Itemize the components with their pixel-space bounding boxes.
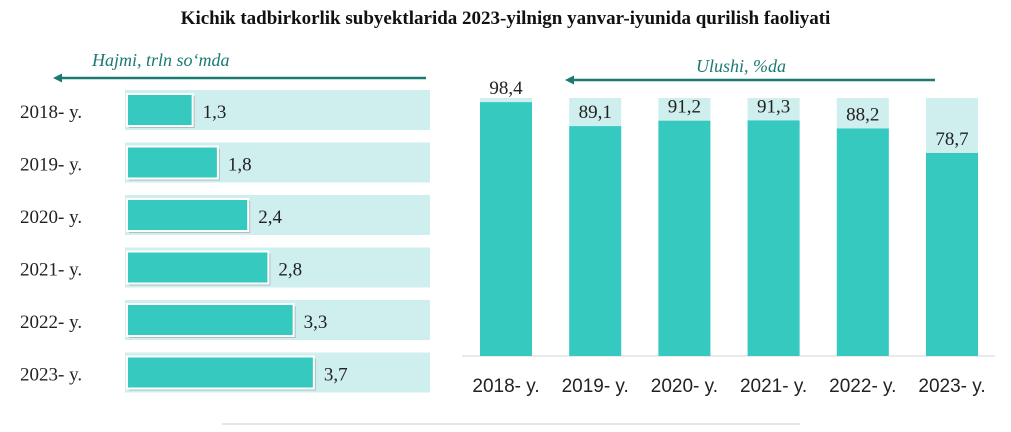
right-bar xyxy=(926,152,978,356)
left-category-label: 2019- y. xyxy=(20,155,82,176)
left-value-label: 2,8 xyxy=(278,260,302,281)
chart-title: Kichik tadbirkorlik subyektlarida 2023-y… xyxy=(180,8,831,29)
left-category-label: 2023- y. xyxy=(20,365,82,386)
right-bar xyxy=(658,120,711,356)
right-subtitle: Ulushi, %da xyxy=(696,56,786,76)
right-category-label: 2022- y. xyxy=(829,376,896,397)
right-arrow-head xyxy=(565,75,574,85)
left-bar xyxy=(126,93,194,127)
left-category-label: 2022- y. xyxy=(20,312,82,333)
right-value-label: 88,2 xyxy=(846,104,879,125)
left-value-label: 1,8 xyxy=(228,155,252,176)
right-bar xyxy=(747,120,800,356)
left-value-label: 3,7 xyxy=(324,365,348,386)
left-bar xyxy=(126,303,295,337)
right-bar xyxy=(480,102,532,357)
right-category-label: 2021- y. xyxy=(740,376,807,397)
left-chart-volume: Hajmi, trln so‘mda 1,3 2018- y. 1,8 2019- y.… xyxy=(20,50,430,393)
right-category-label: 2020- y. xyxy=(651,376,718,397)
left-category-label: 2020- y. xyxy=(20,207,82,228)
right-value-label: 91,2 xyxy=(668,97,701,118)
left-category-label: 2018- y. xyxy=(20,102,82,123)
right-value-label: 78,7 xyxy=(935,129,968,150)
right-value-label: 98,4 xyxy=(489,78,523,99)
right-bar xyxy=(569,126,622,356)
left-value-label: 2,4 xyxy=(258,207,282,228)
left-value-label: 1,3 xyxy=(203,102,227,123)
left-bar xyxy=(126,198,250,232)
right-value-label: 91,3 xyxy=(757,96,790,117)
right-category-label: 2019- y. xyxy=(562,376,629,397)
left-subtitle: Hajmi, trln so‘mda xyxy=(91,50,230,70)
right-category-label: 2018- y. xyxy=(472,376,539,397)
left-arrow-head xyxy=(53,73,62,83)
right-bar xyxy=(836,128,889,356)
left-bar xyxy=(126,355,315,390)
left-bar xyxy=(126,145,219,180)
left-category-label: 2021- y. xyxy=(20,260,82,281)
right-value-label: 89,1 xyxy=(579,102,612,123)
right-chart-share: Ulushi, %da 98,4 2018- y. 89,1 2019- y. 91,2 2… xyxy=(462,56,995,397)
right-category-label: 2023- y. xyxy=(918,376,985,397)
left-value-label: 3,3 xyxy=(304,312,328,333)
left-bar xyxy=(126,250,270,285)
